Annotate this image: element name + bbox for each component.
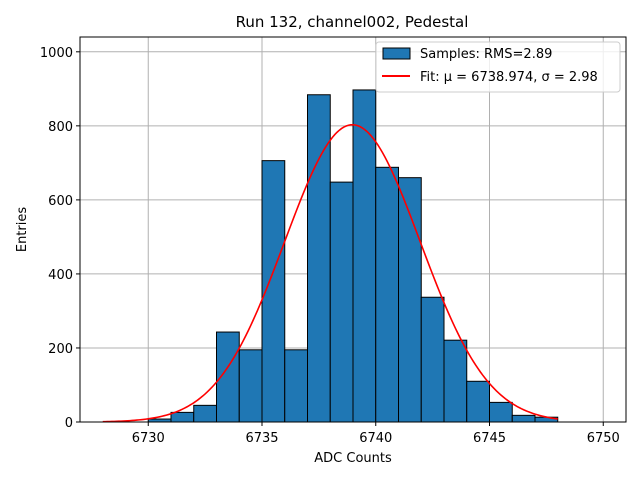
y-tick-label: 600 xyxy=(48,194,73,209)
histogram-bar xyxy=(284,349,308,423)
legend: Samples: RMS=2.89 Fit: μ = 6738.974, σ =… xyxy=(375,41,621,93)
y-tick-label: 400 xyxy=(48,268,73,283)
fit-curve-layer xyxy=(102,123,558,423)
histogram-bar xyxy=(352,89,377,423)
y-axis-ticks: 0 200 400 600 800 1000 xyxy=(40,46,80,431)
x-tick-label: 6745 xyxy=(473,431,506,446)
legend-swatch-samples xyxy=(382,47,411,60)
histogram-bar xyxy=(511,414,536,423)
histogram-bar xyxy=(443,339,468,423)
x-axis-ticks: 6730 6735 6740 6745 6750 xyxy=(132,422,620,446)
y-tick-label: 800 xyxy=(48,120,73,135)
y-axis-label: Entries xyxy=(15,207,30,253)
x-tick-label: 6730 xyxy=(132,431,165,446)
y-tick-label: 0 xyxy=(65,416,73,431)
histogram-bar xyxy=(375,166,399,423)
x-tick-label: 6750 xyxy=(587,431,620,446)
histogram-bar xyxy=(170,411,195,423)
x-axis-label: ADC Counts xyxy=(314,451,392,466)
x-tick-label: 6740 xyxy=(359,431,392,446)
histogram-bar xyxy=(420,296,445,423)
histogram-bar xyxy=(329,181,354,423)
y-tick-label: 1000 xyxy=(40,46,73,61)
legend-box xyxy=(375,41,621,93)
plot-frame xyxy=(79,36,627,423)
fit-curve xyxy=(102,123,558,423)
histogram-bars xyxy=(147,89,559,423)
x-tick-label: 6735 xyxy=(245,431,278,446)
histogram-bar xyxy=(238,349,263,423)
legend-label-fit: Fit: μ = 6738.974, σ = 2.98 xyxy=(420,70,598,85)
chart-title: Run 132, channel002, Pedestal xyxy=(236,13,469,31)
histogram-bar xyxy=(193,404,217,423)
histogram-bar xyxy=(466,380,490,423)
y-tick-label: 200 xyxy=(48,342,73,357)
histogram-bar xyxy=(489,401,513,423)
legend-label-samples: Samples: RMS=2.89 xyxy=(420,47,552,62)
